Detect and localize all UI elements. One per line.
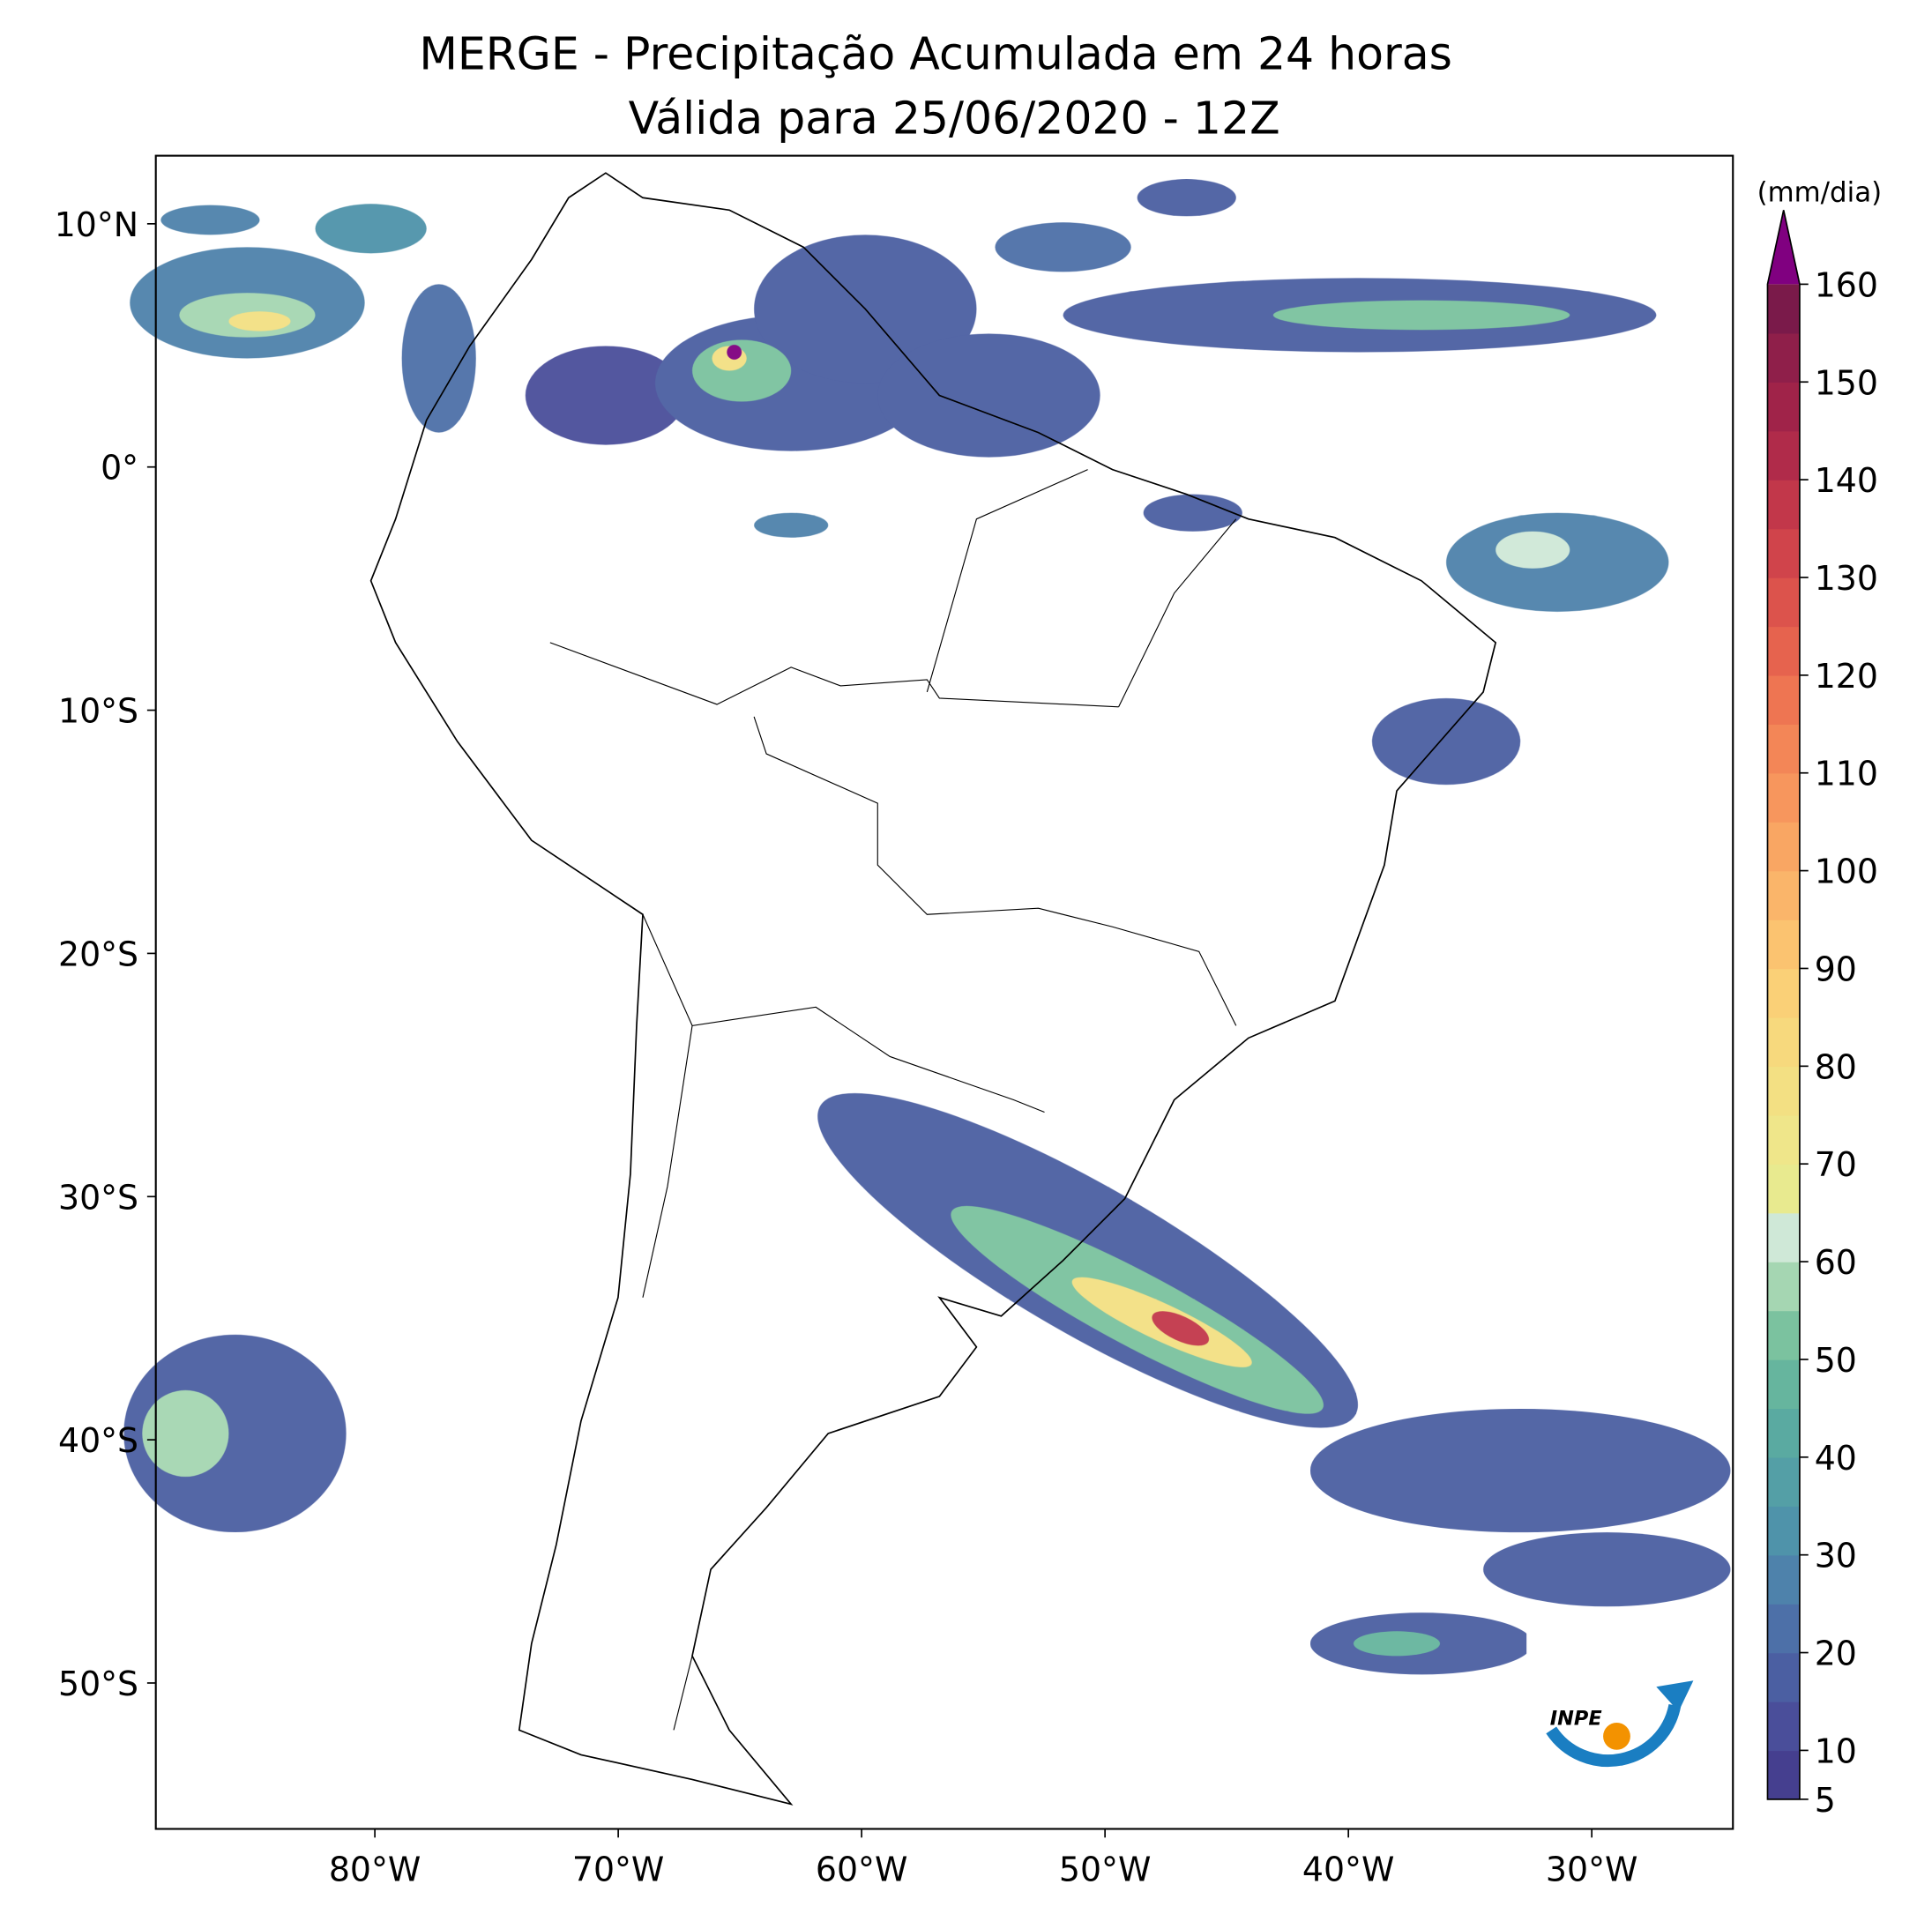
colorbar-tick-label: 110 [1815,755,1878,793]
colorbar-tick-label: 80 [1815,1047,1857,1086]
colorbar-tick-label: 160 [1815,265,1878,304]
colorbar-bin [1767,1066,1800,1116]
colorbar-tick-label: 100 [1815,853,1878,891]
colorbar-bin [1767,1164,1800,1214]
colorbar-tick-label: 140 [1815,461,1878,500]
y-tick-label: 10°S [58,692,138,731]
x-tick-label: 70°W [572,1850,664,1888]
logo-dot [1603,1722,1630,1750]
title: MERGE - Precipitação Acumulada em 24 hor… [419,27,1452,79]
colorbar-bin [1767,382,1800,432]
y-tick-label: 50°S [58,1665,138,1703]
x-tick-label: 50°W [1059,1850,1151,1888]
logo-text: INPE [1550,1708,1603,1731]
colorbar-bin [1767,1212,1800,1262]
colorbar-extend [1767,210,1800,285]
colorbar-tick-label: 70 [1815,1145,1857,1184]
colorbar-tick-label: 40 [1815,1439,1857,1478]
colorbar-tick-label: 120 [1815,657,1878,696]
colorbar-bin [1767,1701,1800,1752]
colorbar-bin [1767,674,1800,725]
colorbar-frame [1766,210,1801,1800]
colorbar-tick-label: 10 [1815,1732,1857,1770]
colorbar-bin [1767,968,1800,1018]
y-tick-label: 10°N [55,205,138,244]
colorbar-tick-label: 150 [1815,363,1878,402]
coastline [369,172,1497,1806]
colorbar-tick-label: 20 [1815,1635,1857,1673]
colorbar-bin [1767,1554,1800,1605]
borders [549,469,1237,1731]
colorbar-tick-label: 130 [1815,559,1878,598]
precipitation [123,179,1731,1675]
logo: INPE [1526,1619,1718,1829]
colorbar-bin [1767,1408,1800,1458]
y-tick-label: 0° [101,449,138,488]
colorbar-bin [1767,1652,1800,1702]
colorbar-bin [1767,577,1800,628]
colorbar-bin [1767,1456,1800,1507]
logo-arc [1546,1703,1682,1768]
colorbar-bin [1767,822,1800,872]
map-frame [154,154,1734,1830]
colorbar-label: (mm/dia) [1757,176,1883,208]
logo-arrow [1656,1680,1694,1712]
colorbar-bin [1767,772,1800,823]
colorbar-bin [1767,528,1800,578]
x-tick-label: 40°W [1302,1850,1394,1888]
colorbar-tick-label: 50 [1815,1341,1857,1380]
colorbar-bin [1767,1017,1800,1068]
colorbar-bin [1767,724,1800,774]
colorbar-bin [1767,1750,1800,1800]
colorbar-bin [1767,430,1800,480]
colorbar-tick-label: 60 [1815,1243,1857,1282]
colorbar-bin [1767,1506,1800,1556]
colorbar-bin [1767,626,1800,676]
colorbar-tick-label: 90 [1815,950,1857,988]
x-tick-label: 30°W [1546,1850,1637,1888]
colorbar-bin [1767,1604,1800,1654]
colorbar-bin [1767,1262,1800,1312]
colorbar-bin [1767,332,1800,383]
x-tick-label: 80°W [329,1850,421,1888]
colorbar-bin [1767,1310,1800,1360]
colorbar-tick-label: 30 [1815,1537,1857,1575]
map-area: INPE [123,154,1734,1830]
y-tick-label: 20°S [58,935,138,973]
y-tick-label: 40°S [58,1421,138,1460]
colorbar-bin [1767,284,1800,334]
subtitle: Válida para 25/06/2020 - 12Z [629,92,1280,144]
colorbar: 5 10 20 30 40 50 60 70 80 90 100 110 120 130 140 150 160 [1766,210,1878,1820]
colorbar-bin [1767,480,1800,530]
y-tick-label: 30°S [58,1178,138,1217]
colorbar-bin [1767,920,1800,970]
colorbar-bin [1767,1359,1800,1410]
colorbar-bin [1767,1114,1800,1165]
x-tick-label: 60°W [816,1850,907,1888]
colorbar-bin [1767,870,1800,920]
colorbar-tick-label: 5 [1815,1781,1836,1820]
